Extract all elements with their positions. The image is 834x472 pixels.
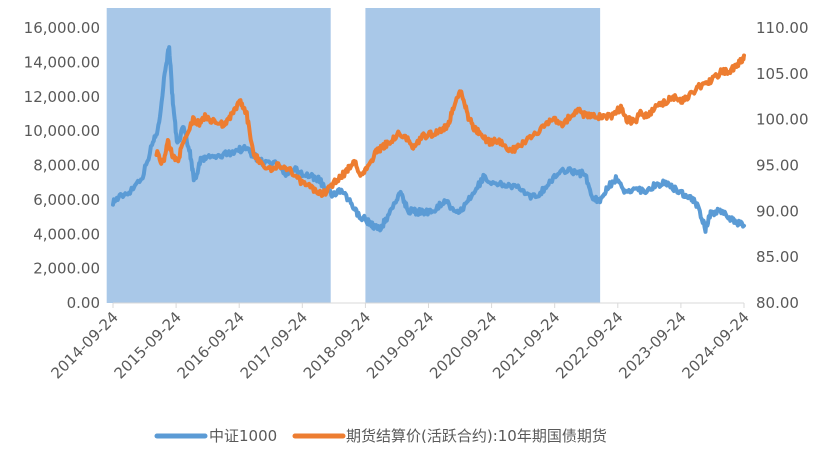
y-left-tick-label: 14,000.00: [24, 53, 100, 71]
legend-label-zz1000: 中证1000: [209, 427, 277, 445]
series-line-1: [111, 45, 746, 234]
series-lines: [111, 45, 746, 234]
y-left-tick-label: 4,000.00: [33, 225, 100, 243]
y-axis-right: 80.00 85.00 90.00 95.00 100.00 105.00 110.00: [756, 19, 809, 312]
y-left-tick-label: 2,000.00: [33, 260, 100, 278]
y-right-tick-label: 110.00: [756, 19, 809, 37]
y-left-tick-label: 8,000.00: [33, 157, 100, 175]
y-left-tick-label: 10,000.00: [24, 122, 100, 140]
legend-label-bond-futures: 期货结算价(活跃合约):10年期国债期货: [346, 427, 607, 445]
y-right-tick-label: 80.00: [756, 294, 799, 312]
y-right-tick-label: 100.00: [756, 111, 809, 129]
y-right-tick-label: 95.00: [756, 157, 799, 175]
y-left-tick-label: 16,000.00: [24, 19, 100, 37]
y-left-tick-label: 6,000.00: [33, 191, 100, 209]
legend: 中证1000 期货结算价(活跃合约):10年期国债期货: [154, 427, 607, 445]
y-right-tick-label: 105.00: [756, 65, 809, 83]
shaded-period-2: [365, 8, 601, 303]
y-right-tick-label: 90.00: [756, 202, 799, 220]
series-line-2: [154, 53, 746, 198]
y-axis-left: 0.00 2,000.00 4,000.00 6,000.00 8,000.00 10,0…: [24, 19, 100, 312]
y-left-tick-label: 0.00: [67, 294, 100, 312]
y-right-tick-label: 85.00: [756, 248, 799, 266]
y-left-tick-label: 12,000.00: [24, 88, 100, 106]
